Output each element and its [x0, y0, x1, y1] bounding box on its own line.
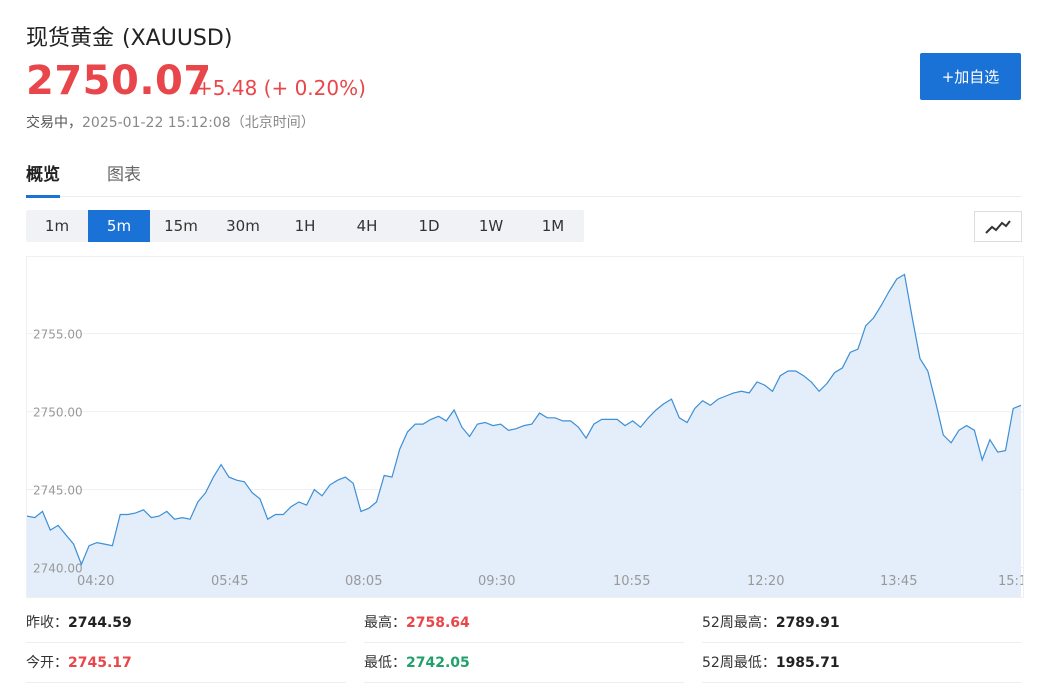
interval-1h[interactable]: 1H [294, 217, 316, 235]
x-tick-label: 05:45 [211, 574, 248, 589]
interval-1w[interactable]: 1W [478, 217, 504, 235]
price-chart[interactable]: 2740.00 2745.00 2750.00 2755.00 04:20 05:45 08… [26, 256, 1024, 598]
interval-4h[interactable]: 4H [356, 217, 378, 235]
stat-label: 最低： [364, 655, 406, 671]
stat-open: 今开：2745.17 [26, 644, 346, 683]
stat-label: 52周最低： [702, 655, 776, 671]
interval-15m[interactable]: 15m [164, 217, 198, 235]
stat-label: 今开： [26, 655, 68, 671]
stat-52w-low: 52周最低：1985.71 [702, 644, 1021, 683]
stat-low: 最低：2742.05 [364, 644, 684, 683]
instrument-title: 现货黄金 (XAUUSD) [26, 20, 232, 52]
x-tick-label: 12:20 [747, 574, 784, 589]
instrument-symbol: (XAUUSD) [122, 26, 233, 51]
status-label: 交易中， [26, 115, 82, 131]
x-tick-label: 08:05 [345, 574, 382, 589]
chart-type-button[interactable] [974, 211, 1022, 242]
stat-value: 2744.59 [68, 615, 132, 631]
stat-high: 最高：2758.64 [364, 604, 684, 643]
add-to-watchlist-button[interactable]: +加自选 [920, 53, 1021, 100]
stat-prev-close: 昨收：2744.59 [26, 604, 346, 643]
tab-overview[interactable]: 概览 [26, 160, 60, 198]
interval-1mo[interactable]: 1M [541, 217, 565, 235]
interval-1m[interactable]: 1m [44, 217, 70, 235]
stat-label: 52周最高： [702, 615, 776, 631]
quote-time: 2025-01-22 15:12:08（北京时间） [82, 115, 315, 131]
interval-30m[interactable]: 30m [226, 217, 260, 235]
last-price: 2750.07 [26, 58, 212, 104]
price-change: +5.48 (+ 0.20%) [196, 76, 366, 100]
interval-1d[interactable]: 1D [418, 217, 440, 235]
stat-value: 2789.91 [775, 615, 840, 631]
x-tick-label: 10:55 [613, 574, 650, 589]
stat-value: 2745.17 [68, 655, 132, 671]
y-tick-label: 2750.00 [33, 406, 83, 420]
x-tick-label: 04:20 [77, 574, 114, 589]
interval-5m[interactable]: 5m [88, 210, 150, 242]
stat-value: 2742.05 [406, 655, 470, 671]
y-tick-label: 2740.00 [33, 562, 83, 576]
tab-chart[interactable]: 图表 [107, 165, 141, 185]
x-tick-label: 15:1 [998, 574, 1023, 589]
stat-value: 1985.71 [775, 655, 840, 671]
stat-label: 最高： [364, 615, 406, 631]
stat-label: 昨收： [26, 615, 68, 631]
stat-52w-high: 52周最高：2789.91 [702, 604, 1021, 643]
trading-status: 交易中，2025-01-22 15:12:08（北京时间） [26, 112, 315, 132]
interval-selector: 1m 5m 15m 30m 1H 4H 1D 1W 1M [26, 210, 584, 242]
price-area [27, 274, 1021, 597]
price-chart-svg: 2740.00 2745.00 2750.00 2755.00 04:20 05:45 08… [27, 273, 1023, 597]
line-chart-icon [985, 219, 1011, 234]
y-tick-label: 2745.00 [33, 484, 83, 498]
x-tick-label: 13:45 [880, 574, 917, 589]
x-tick-label: 09:30 [478, 574, 515, 589]
instrument-name: 现货黄金 [26, 26, 115, 51]
stat-value: 2758.64 [406, 615, 470, 631]
price-line [27, 273, 1022, 567]
view-tabs: 概览 图表 [26, 156, 1021, 198]
y-tick-label: 2755.00 [33, 328, 83, 342]
